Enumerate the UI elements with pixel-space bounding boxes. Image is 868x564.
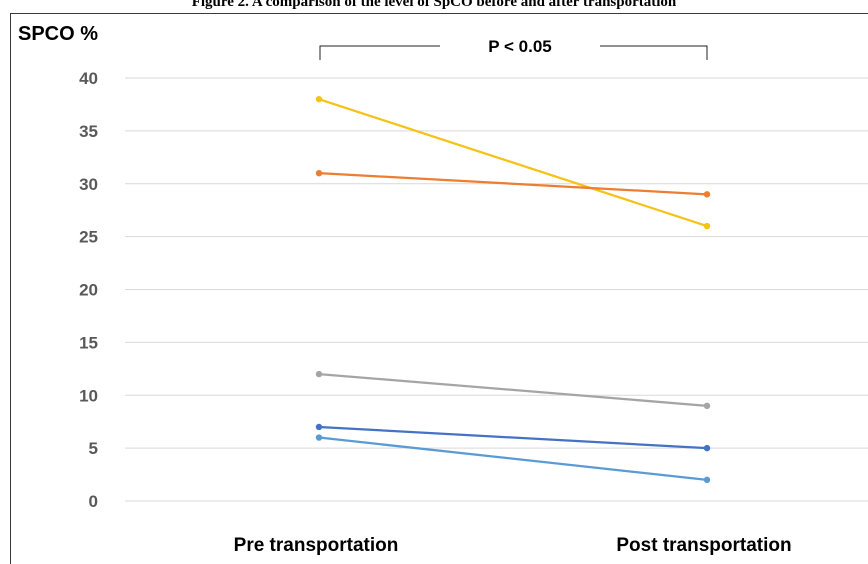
y-tick-label: 30: [79, 175, 98, 194]
data-point: [315, 423, 323, 431]
y-tick-label: 20: [79, 281, 98, 300]
significance-bracket: P < 0.05: [319, 37, 708, 60]
x-tick-label: Pre transportation: [234, 535, 399, 556]
y-tick-label: 35: [79, 122, 98, 141]
series-line: [318, 436, 708, 481]
series-line: [318, 425, 708, 450]
gridlines: [125, 77, 868, 502]
data-point: [315, 370, 323, 378]
data-point: [315, 95, 323, 103]
data-point: [703, 222, 711, 230]
y-tick-labels: 0 5 10 15 20 25 30 35 40: [79, 69, 98, 511]
p-value-annotation: P < 0.05: [488, 37, 552, 56]
data-point: [315, 434, 323, 441]
series-lines: [315, 95, 711, 484]
series-line: [318, 172, 708, 196]
y-tick-label: 10: [79, 386, 98, 405]
figure-caption: Figure 2. A comparison of the level of S…: [191, 0, 677, 10]
data-point: [703, 191, 711, 198]
data-point: [703, 476, 711, 484]
y-tick-label: 25: [79, 228, 98, 247]
x-tick-labels: Pre transportation Post transportation: [234, 535, 792, 556]
y-tick-label: 15: [79, 333, 98, 352]
y-axis-label: SPCO %: [18, 23, 98, 45]
chart-frame: [10, 13, 868, 564]
y-tick-label: 40: [79, 69, 98, 88]
y-tick-label: 5: [89, 439, 98, 458]
y-tick-label: 0: [89, 492, 98, 511]
data-point: [703, 402, 711, 410]
data-point: [703, 444, 711, 452]
data-point: [315, 169, 323, 177]
series-line: [318, 372, 708, 407]
x-tick-label: Post transportation: [616, 535, 791, 556]
series-line: [318, 98, 708, 228]
